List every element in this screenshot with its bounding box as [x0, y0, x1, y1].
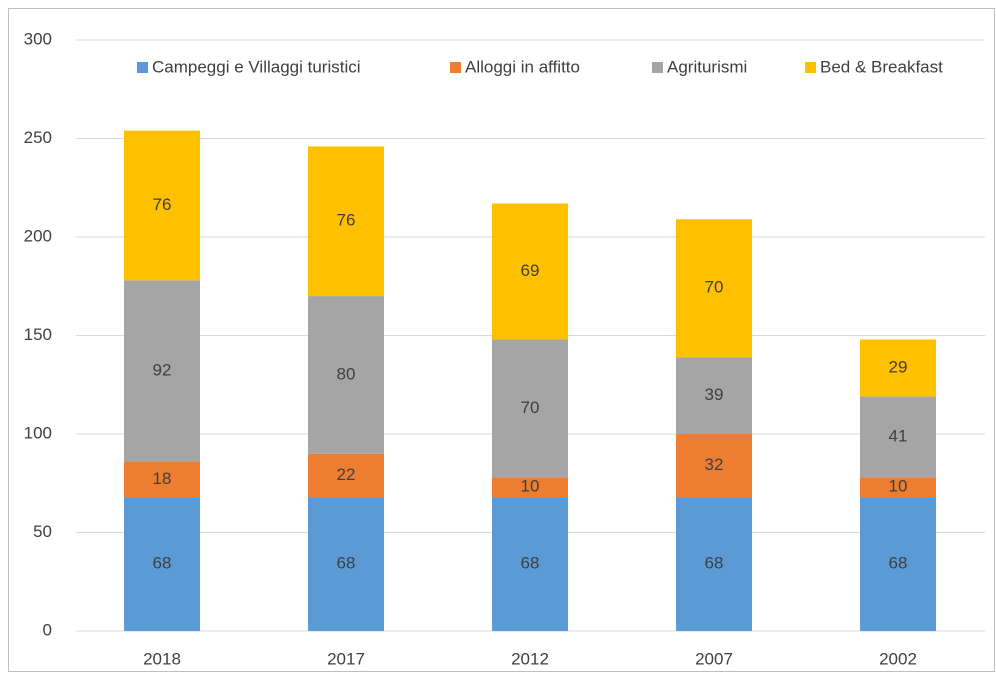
data-label: 68 [337, 554, 356, 573]
x-tick-label: 2017 [327, 649, 365, 668]
y-tick-label: 50 [33, 522, 52, 541]
bar-segment [676, 497, 752, 631]
y-tick-label: 100 [24, 423, 52, 442]
x-tick-label: 2002 [879, 649, 917, 668]
legend-swatch [137, 62, 148, 73]
data-label: 10 [521, 477, 540, 496]
legend-swatch [652, 62, 663, 73]
bar-segment [124, 497, 200, 631]
data-label: 39 [705, 385, 724, 404]
data-label: 32 [705, 455, 724, 474]
bar-segment [860, 396, 936, 478]
bar-segment [308, 296, 384, 454]
bar-segment [308, 146, 384, 297]
bar-segment [676, 357, 752, 434]
bar-segment [860, 497, 936, 631]
chart-border [8, 8, 995, 672]
bar-segment [676, 219, 752, 358]
data-label: 22 [337, 465, 356, 484]
bar-segment [676, 434, 752, 498]
bar-segment [492, 497, 568, 631]
data-label: 92 [153, 360, 172, 379]
bar-segment [124, 461, 200, 498]
data-label: 76 [337, 211, 356, 230]
bar-segment [124, 130, 200, 281]
y-tick-label: 250 [24, 128, 52, 147]
bar-segment [308, 497, 384, 631]
bar-segment [492, 477, 568, 498]
legend-label: Alloggi in affitto [465, 57, 580, 76]
bar-segment [124, 280, 200, 462]
legend-label: Campeggi e Villaggi turistici [152, 57, 361, 76]
bar-segment [860, 477, 936, 498]
data-label: 68 [889, 554, 908, 573]
y-tick-label: 0 [43, 620, 52, 639]
legend-swatch [450, 62, 461, 73]
data-label: 70 [705, 278, 724, 297]
data-label: 70 [521, 398, 540, 417]
x-tick-label: 2012 [511, 649, 549, 668]
data-label: 69 [521, 261, 540, 280]
data-label: 10 [889, 477, 908, 496]
data-label: 80 [337, 364, 356, 383]
data-label: 68 [521, 554, 540, 573]
bar-segment [492, 339, 568, 478]
legend-label: Agriturismi [667, 57, 747, 76]
data-label: 41 [889, 426, 908, 445]
data-label: 68 [705, 554, 724, 573]
data-label: 76 [153, 195, 172, 214]
data-label: 18 [153, 469, 172, 488]
x-tick-label: 2018 [143, 649, 181, 668]
bar-segment [492, 203, 568, 340]
data-label: 68 [153, 554, 172, 573]
bar-segment [308, 453, 384, 498]
y-tick-label: 300 [24, 29, 52, 48]
x-tick-label: 2007 [695, 649, 733, 668]
y-tick-label: 150 [24, 325, 52, 344]
legend-label: Bed & Breakfast [820, 57, 943, 76]
y-tick-label: 200 [24, 226, 52, 245]
bar-segment [860, 339, 936, 397]
legend-swatch [805, 62, 816, 73]
data-label: 29 [889, 357, 908, 376]
